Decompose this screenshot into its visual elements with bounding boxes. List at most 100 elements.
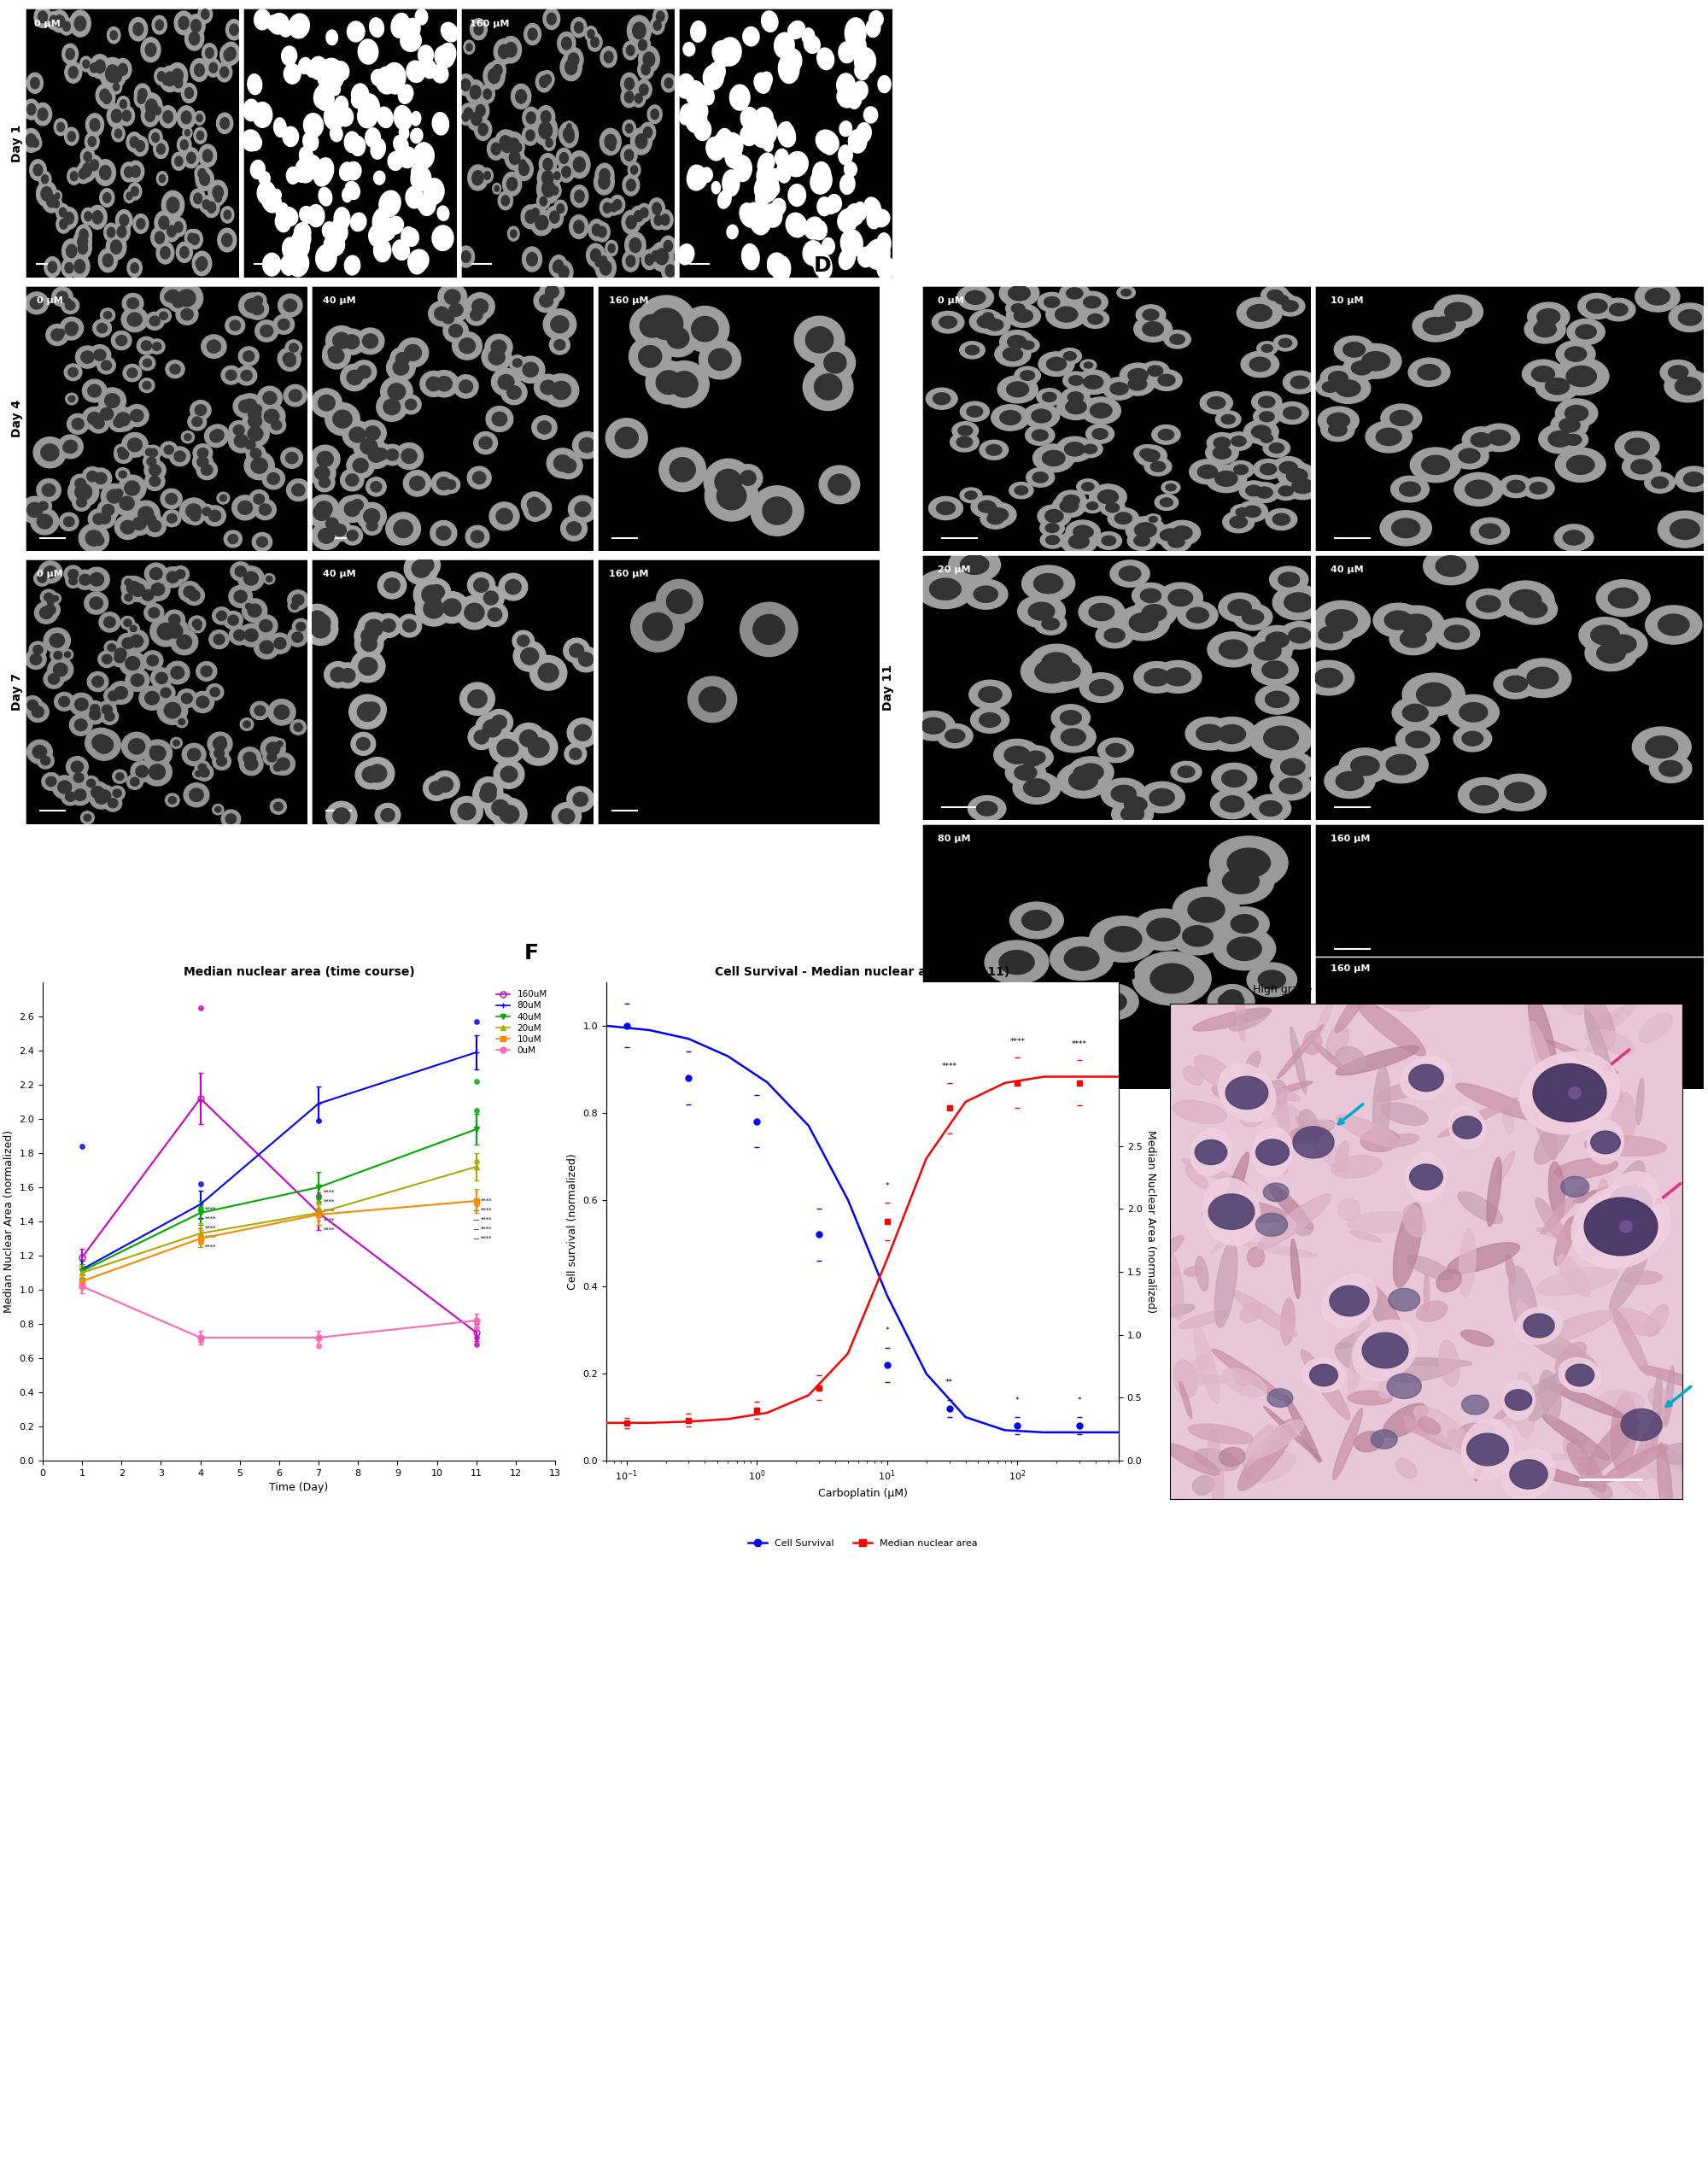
Ellipse shape bbox=[1226, 1077, 1267, 1110]
Circle shape bbox=[97, 323, 108, 334]
Ellipse shape bbox=[755, 74, 770, 93]
Circle shape bbox=[359, 657, 377, 676]
Circle shape bbox=[79, 243, 87, 254]
Circle shape bbox=[1146, 514, 1161, 524]
Circle shape bbox=[292, 618, 309, 635]
Ellipse shape bbox=[1383, 999, 1430, 1012]
Ellipse shape bbox=[407, 186, 424, 208]
Circle shape bbox=[364, 702, 379, 717]
Circle shape bbox=[507, 139, 519, 154]
Point bbox=[186, 1190, 214, 1224]
Circle shape bbox=[1254, 407, 1281, 427]
Circle shape bbox=[794, 316, 844, 364]
Circle shape bbox=[500, 137, 514, 152]
Circle shape bbox=[231, 561, 251, 581]
Circle shape bbox=[1237, 501, 1267, 522]
Text: D: D bbox=[813, 256, 832, 275]
Ellipse shape bbox=[304, 113, 323, 137]
Circle shape bbox=[559, 808, 574, 823]
Circle shape bbox=[32, 139, 39, 147]
Circle shape bbox=[94, 349, 106, 360]
Circle shape bbox=[1513, 659, 1571, 698]
Circle shape bbox=[212, 191, 224, 206]
Circle shape bbox=[229, 321, 241, 332]
Circle shape bbox=[137, 93, 145, 104]
Circle shape bbox=[284, 353, 295, 364]
Ellipse shape bbox=[372, 208, 389, 234]
Circle shape bbox=[1090, 917, 1156, 962]
Circle shape bbox=[553, 262, 562, 273]
Circle shape bbox=[1110, 384, 1129, 394]
Circle shape bbox=[159, 106, 176, 128]
Circle shape bbox=[1050, 722, 1097, 752]
Text: ****: **** bbox=[941, 1062, 956, 1070]
Circle shape bbox=[449, 303, 463, 316]
Circle shape bbox=[584, 26, 598, 41]
Circle shape bbox=[237, 748, 261, 769]
Circle shape bbox=[610, 204, 617, 212]
Ellipse shape bbox=[1587, 1415, 1638, 1476]
Circle shape bbox=[51, 11, 68, 33]
Circle shape bbox=[99, 613, 120, 633]
Circle shape bbox=[528, 28, 538, 39]
Ellipse shape bbox=[383, 63, 407, 91]
Circle shape bbox=[478, 124, 488, 137]
Circle shape bbox=[41, 756, 50, 765]
Circle shape bbox=[468, 724, 495, 750]
Circle shape bbox=[367, 765, 386, 782]
Circle shape bbox=[465, 602, 485, 622]
Circle shape bbox=[1506, 481, 1525, 492]
Circle shape bbox=[91, 54, 109, 78]
Text: ****: **** bbox=[205, 1227, 217, 1231]
Circle shape bbox=[1013, 771, 1061, 804]
Circle shape bbox=[1228, 847, 1271, 878]
Circle shape bbox=[68, 784, 91, 806]
Circle shape bbox=[87, 384, 101, 397]
Circle shape bbox=[1329, 423, 1348, 436]
Circle shape bbox=[73, 236, 92, 260]
Circle shape bbox=[316, 501, 333, 518]
Ellipse shape bbox=[1582, 1242, 1600, 1259]
Circle shape bbox=[1068, 756, 1114, 789]
Ellipse shape bbox=[1594, 1029, 1635, 1055]
Ellipse shape bbox=[1242, 1426, 1272, 1467]
Circle shape bbox=[1108, 507, 1139, 529]
Circle shape bbox=[640, 63, 651, 76]
Circle shape bbox=[220, 67, 229, 78]
Circle shape bbox=[376, 804, 400, 828]
Ellipse shape bbox=[1566, 1365, 1594, 1387]
Text: 10 μM: 10 μM bbox=[1331, 297, 1363, 306]
Circle shape bbox=[468, 689, 487, 709]
Ellipse shape bbox=[777, 121, 796, 145]
Circle shape bbox=[65, 212, 73, 223]
Circle shape bbox=[318, 394, 335, 412]
Circle shape bbox=[132, 186, 138, 195]
Circle shape bbox=[294, 724, 302, 732]
Circle shape bbox=[1042, 618, 1059, 631]
Circle shape bbox=[490, 503, 519, 531]
Ellipse shape bbox=[1664, 1365, 1674, 1426]
Circle shape bbox=[87, 780, 96, 787]
Circle shape bbox=[550, 336, 570, 355]
Ellipse shape bbox=[685, 80, 705, 106]
Circle shape bbox=[623, 41, 637, 61]
Circle shape bbox=[270, 800, 287, 815]
Circle shape bbox=[1645, 472, 1676, 494]
Circle shape bbox=[87, 700, 104, 717]
Text: ****: **** bbox=[323, 1209, 335, 1214]
Circle shape bbox=[1061, 728, 1086, 745]
Circle shape bbox=[579, 438, 594, 453]
Circle shape bbox=[500, 137, 511, 150]
Circle shape bbox=[278, 347, 301, 371]
Circle shape bbox=[588, 30, 594, 39]
Circle shape bbox=[1086, 503, 1098, 509]
Ellipse shape bbox=[722, 169, 740, 197]
Circle shape bbox=[65, 262, 73, 273]
Circle shape bbox=[70, 769, 87, 787]
Circle shape bbox=[1272, 514, 1290, 524]
Circle shape bbox=[184, 585, 205, 605]
Circle shape bbox=[1143, 310, 1160, 321]
Circle shape bbox=[1168, 535, 1185, 548]
Circle shape bbox=[309, 459, 336, 485]
Circle shape bbox=[623, 176, 639, 195]
